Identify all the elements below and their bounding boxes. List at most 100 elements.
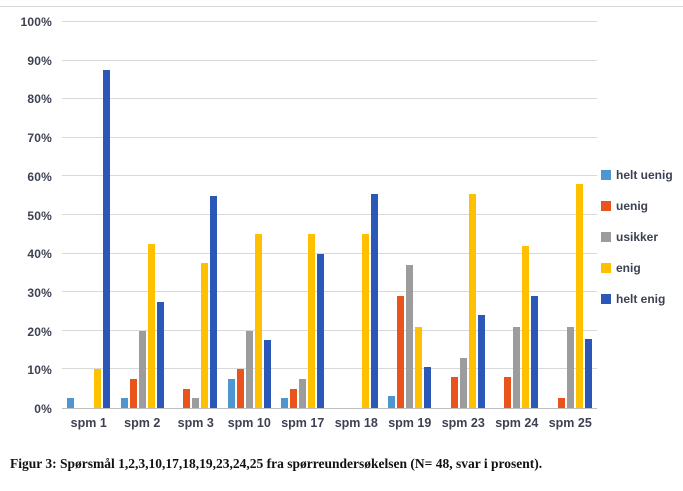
y-tick-label-0: 0% xyxy=(34,402,52,416)
gridline-80 xyxy=(62,98,597,100)
legend-item-uenig: uenig xyxy=(601,199,673,213)
bar-helt-uenig-spm-10 xyxy=(227,379,235,408)
y-tick-label-60: 60% xyxy=(27,169,52,184)
bar-helt-enig-spm-18 xyxy=(370,193,378,408)
gridline-100 xyxy=(62,21,597,22)
bar-enig-spm-17 xyxy=(308,234,316,408)
y-tick-label-50: 50% xyxy=(27,208,52,223)
y-tick-label-10: 10% xyxy=(27,363,52,378)
gridline-20 xyxy=(62,329,597,331)
bar-helt-enig-spm-2 xyxy=(156,301,164,408)
y-tick-label-90: 90% xyxy=(27,53,52,68)
bar-uenig-spm-25 xyxy=(557,398,565,408)
bar-helt-uenig-spm-19 xyxy=(388,396,396,408)
bar-helt-enig-spm-3 xyxy=(210,195,218,408)
legend-swatch-icon xyxy=(601,263,611,273)
bar-enig-spm-25 xyxy=(575,184,583,408)
bar-usikker-spm-23 xyxy=(459,357,467,408)
bar-helt-enig-spm-1 xyxy=(103,70,111,408)
legend-swatch-icon xyxy=(601,294,611,304)
gridline-90 xyxy=(62,59,597,61)
legend-item-helt-uenig: helt uenig xyxy=(601,168,673,182)
legend-label: uenig xyxy=(616,199,648,213)
bar-enig-spm-18 xyxy=(361,234,369,408)
legend-label: enig xyxy=(616,261,641,275)
bar-usikker-spm-10 xyxy=(245,330,253,408)
bar-group-spm-3 xyxy=(169,22,223,408)
x-tick-label-spm-19: spm 19 xyxy=(388,416,432,430)
bar-group-spm-25 xyxy=(544,22,598,408)
bar-enig-spm-23 xyxy=(468,193,476,408)
gridline-70 xyxy=(62,136,597,138)
gridline-10 xyxy=(62,368,597,370)
bar-group-spm-10 xyxy=(223,22,277,408)
bar-group-spm-2 xyxy=(116,22,170,408)
x-tick-label-spm-1: spm 1 xyxy=(70,416,107,430)
bar-enig-spm-3 xyxy=(201,263,209,408)
gridline-30 xyxy=(62,291,597,293)
y-tick-label-20: 20% xyxy=(27,324,52,339)
bar-enig-spm-1 xyxy=(94,369,102,408)
gridline-40 xyxy=(62,252,597,254)
x-tick-label-spm-25: spm 25 xyxy=(548,416,592,430)
x-tick-label-spm-24: spm 24 xyxy=(495,416,539,430)
bar-groups xyxy=(62,22,597,408)
bar-helt-enig-spm-25 xyxy=(584,338,592,408)
legend-label: usikker xyxy=(616,230,659,244)
bar-usikker-spm-19 xyxy=(406,265,414,408)
x-tick-label-spm-3: spm 3 xyxy=(177,416,214,430)
bar-usikker-spm-24 xyxy=(513,326,521,408)
gridline-50 xyxy=(62,214,597,215)
bar-helt-uenig-spm-1 xyxy=(67,398,75,408)
legend-item-usikker: usikker xyxy=(601,230,673,244)
bar-usikker-spm-25 xyxy=(566,326,574,408)
bar-uenig-spm-3 xyxy=(183,388,191,408)
legend-label: helt uenig xyxy=(616,168,673,182)
y-tick-label-100: 100% xyxy=(20,15,52,29)
bar-group-spm-1 xyxy=(62,22,116,408)
y-tick-label-70: 70% xyxy=(27,131,52,146)
y-tick-label-80: 80% xyxy=(27,92,52,107)
legend-item-enig: enig xyxy=(601,261,673,275)
legend-label: helt enig xyxy=(616,292,666,306)
legend-swatch-icon xyxy=(601,232,611,242)
bar-group-spm-19 xyxy=(383,22,437,408)
bar-group-spm-23 xyxy=(437,22,491,408)
bar-uenig-spm-2 xyxy=(129,379,137,408)
bar-helt-enig-spm-23 xyxy=(477,315,485,408)
bar-uenig-spm-17 xyxy=(290,388,298,408)
bar-usikker-spm-17 xyxy=(299,379,307,408)
bar-enig-spm-24 xyxy=(522,245,530,408)
y-tick-label-40: 40% xyxy=(27,247,52,262)
legend-item-helt-enig: helt enig xyxy=(601,292,673,306)
bar-enig-spm-19 xyxy=(415,326,423,408)
bar-uenig-spm-23 xyxy=(450,377,458,408)
gridline-60 xyxy=(62,175,597,177)
bar-group-spm-17 xyxy=(276,22,330,408)
x-tick-label-spm-17: spm 17 xyxy=(281,416,325,430)
legend-swatch-icon xyxy=(601,170,611,180)
x-tick-label-spm-23: spm 23 xyxy=(441,416,485,430)
x-axis: spm 1 spm 2 spm 3 spm 10 spm 17 spm 18 spm 19 s… xyxy=(62,416,597,430)
bar-enig-spm-10 xyxy=(254,234,262,408)
x-tick-label-spm-10: spm 10 xyxy=(227,416,271,430)
bar-uenig-spm-19 xyxy=(397,296,405,408)
y-axis: 0% 10% 20% 30% 40% 50% 60% 70% 80% 90% 100% xyxy=(0,15,56,416)
x-tick-label-spm-2: spm 2 xyxy=(124,416,161,430)
bar-helt-uenig-spm-2 xyxy=(120,398,128,408)
bar-uenig-spm-24 xyxy=(504,377,512,408)
figure-caption: Figur 3: Spørsmål 1,2,3,10,17,18,19,23,2… xyxy=(10,456,543,471)
x-tick-label-spm-18: spm 18 xyxy=(334,416,378,430)
bar-helt-enig-spm-24 xyxy=(531,296,539,408)
bar-usikker-spm-2 xyxy=(138,330,146,408)
chart-top-border xyxy=(0,6,683,7)
bar-helt-enig-spm-10 xyxy=(263,340,271,408)
bar-helt-uenig-spm-17 xyxy=(281,398,289,408)
bar-enig-spm-2 xyxy=(147,243,155,408)
bar-helt-enig-spm-17 xyxy=(317,253,325,408)
legend-swatch-icon xyxy=(601,201,611,211)
plot-area xyxy=(62,21,597,409)
bar-uenig-spm-10 xyxy=(236,369,244,408)
y-tick-label-30: 30% xyxy=(27,285,52,300)
bar-usikker-spm-3 xyxy=(192,398,200,408)
